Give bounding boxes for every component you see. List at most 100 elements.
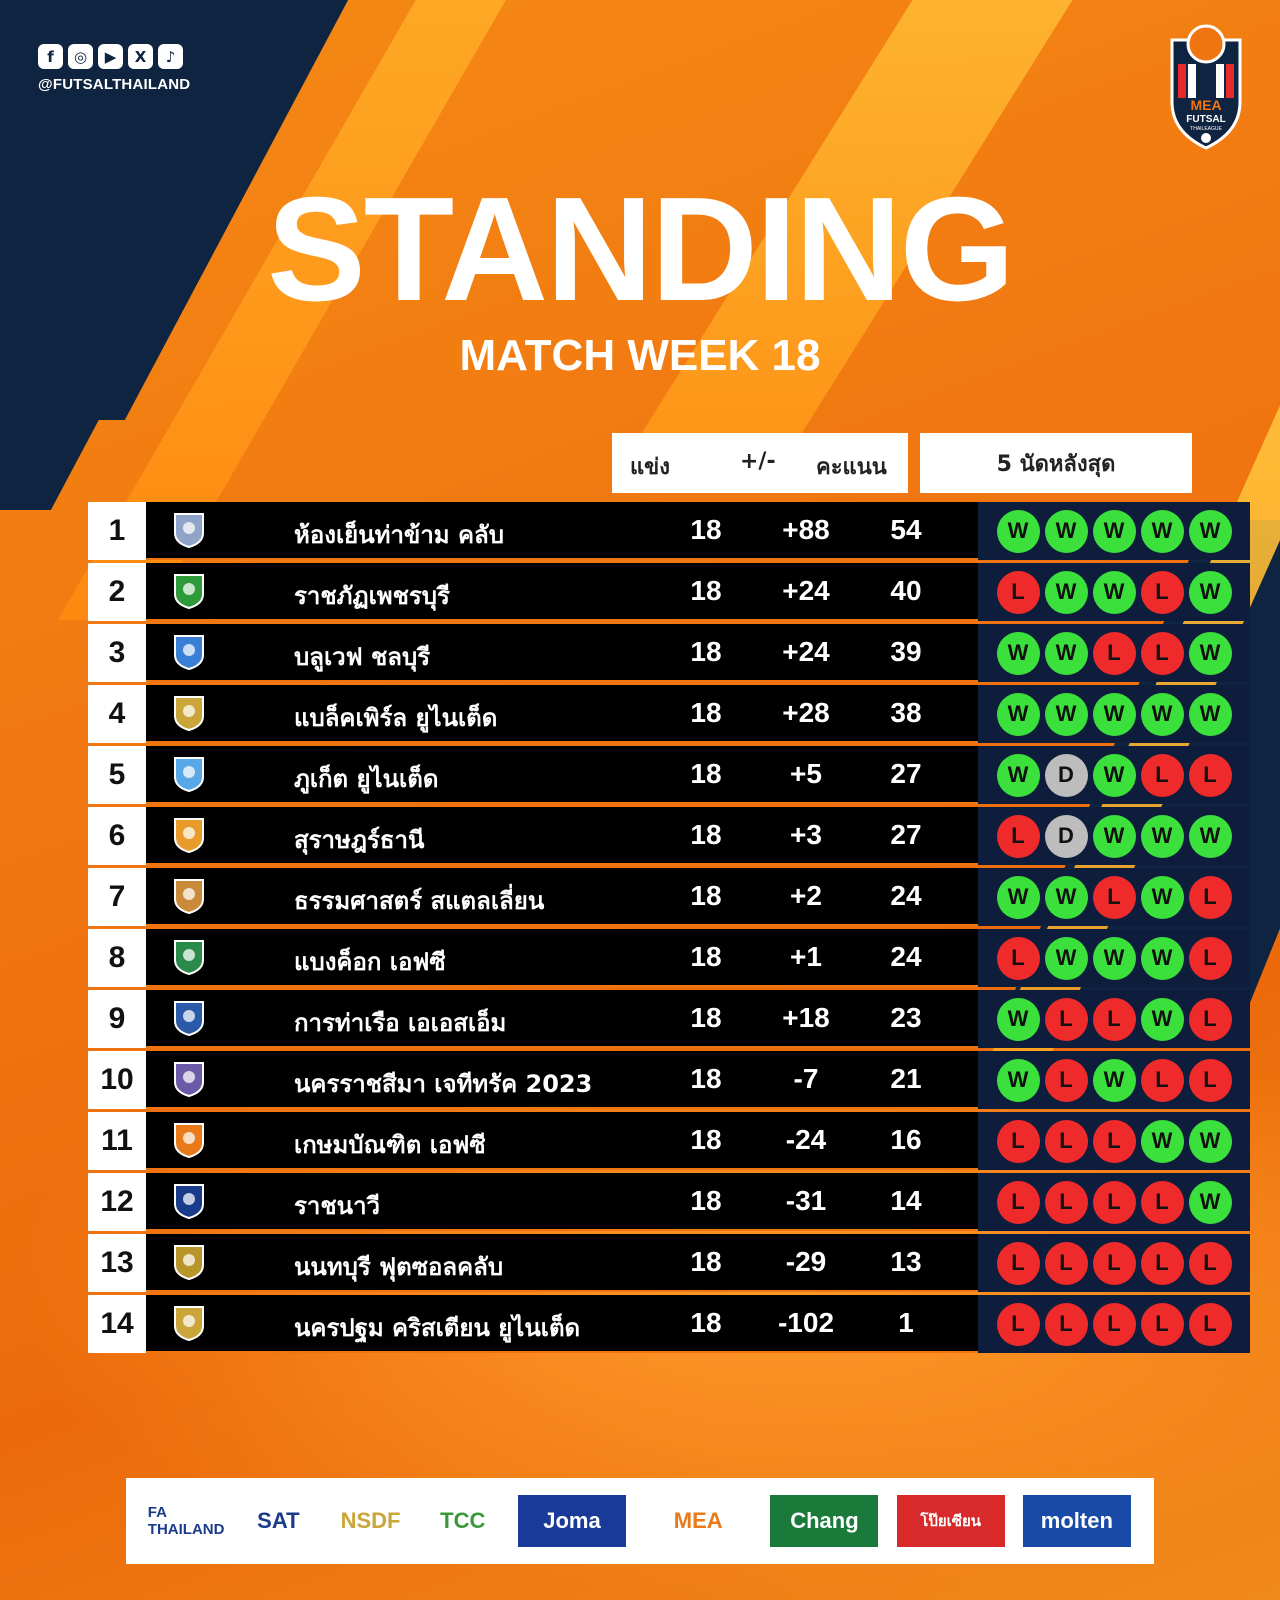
team-rank: 5 bbox=[88, 746, 146, 804]
team-name: นนทบุรี ฟุตซอลคลับ bbox=[294, 1253, 504, 1281]
team-played: 18 bbox=[690, 575, 722, 606]
team-name: ราชภัฏเพชรบุรี bbox=[294, 582, 450, 610]
form-result-badge: W bbox=[1188, 631, 1232, 675]
form-result-badge: W bbox=[1092, 509, 1136, 553]
instagram-icon[interactable]: ◎ bbox=[68, 44, 93, 69]
team-crest-icon bbox=[174, 513, 204, 549]
team-goal-difference: +2 bbox=[790, 880, 822, 911]
form-result-badge: W bbox=[1092, 570, 1136, 614]
team-goal-difference: +24 bbox=[782, 575, 830, 606]
team-rank: 14 bbox=[88, 1295, 146, 1353]
form-result-badge: L bbox=[996, 1241, 1040, 1285]
form-result-badge: D bbox=[1044, 814, 1088, 858]
team-points: 27 bbox=[890, 819, 922, 850]
form-result-badge: L bbox=[1092, 631, 1136, 675]
form-result-badge: L bbox=[1140, 570, 1184, 614]
tiktok-icon[interactable]: ♪ bbox=[158, 44, 183, 69]
form-result-badge: W bbox=[1188, 692, 1232, 736]
team-played: 18 bbox=[690, 819, 722, 850]
team-points: 24 bbox=[890, 880, 922, 911]
team-goal-difference: +88 bbox=[782, 514, 830, 545]
form-result-badge: L bbox=[996, 1302, 1040, 1346]
team-points: 54 bbox=[890, 514, 922, 545]
team-rank: 8 bbox=[88, 929, 146, 987]
form-result-badge: W bbox=[996, 509, 1040, 553]
league-logo: MEA FUTSAL THAILEAGUE bbox=[1170, 24, 1242, 150]
form-result-badge: W bbox=[1140, 814, 1184, 858]
team-crest-icon bbox=[174, 1001, 204, 1037]
team-goal-difference: -31 bbox=[785, 1185, 827, 1216]
team-played: 18 bbox=[690, 1063, 722, 1094]
form-result-badge: W bbox=[1092, 814, 1136, 858]
team-rank: 2 bbox=[88, 563, 146, 621]
team-points: 21 bbox=[890, 1063, 922, 1094]
team-name: การท่าเรือ เอเอสเอ็ม bbox=[294, 1009, 507, 1037]
form-result-badge: W bbox=[1140, 1119, 1184, 1163]
form-result-badge: L bbox=[1140, 1302, 1184, 1346]
form-result-badge: L bbox=[1188, 1241, 1232, 1285]
header-played: แข่ง bbox=[630, 455, 670, 480]
form-result-badge: L bbox=[996, 570, 1040, 614]
team-goal-difference: +5 bbox=[790, 758, 822, 789]
form-result-badge: W bbox=[1188, 814, 1232, 858]
team-played: 18 bbox=[690, 880, 722, 911]
team-crest-icon bbox=[174, 635, 204, 671]
header-form: 5 นัดหลังสุด bbox=[920, 433, 1192, 493]
team-crest-icon bbox=[174, 1123, 204, 1159]
team-crest-icon bbox=[174, 574, 204, 610]
form-result-badge: W bbox=[996, 997, 1040, 1041]
team-rank: 10 bbox=[88, 1051, 146, 1109]
molten-logo: molten bbox=[1022, 1495, 1131, 1547]
header-points: คะแนน bbox=[816, 455, 887, 480]
form-result-badge: W bbox=[1140, 509, 1184, 553]
facebook-icon[interactable]: f bbox=[38, 44, 63, 69]
team-points: 1 bbox=[898, 1307, 914, 1338]
youtube-icon[interactable]: ▶ bbox=[98, 44, 123, 69]
table-row: 14 นครปฐม คริสเตียน ยูไนเต็ด 18 -102 1 L… bbox=[88, 1295, 1250, 1353]
team-goal-difference: -24 bbox=[785, 1124, 827, 1155]
poysian-logo: โป๊ยเซียน bbox=[896, 1495, 1005, 1547]
team-rank: 6 bbox=[88, 807, 146, 865]
fa-thailand-logo: FA THAILAND bbox=[147, 1504, 225, 1538]
team-name: ธรรมศาสตร์ สแตลเลี่ยน bbox=[294, 887, 545, 915]
form-result-badge: L bbox=[1044, 1241, 1088, 1285]
team-played: 18 bbox=[690, 1246, 722, 1277]
form-result-badge: W bbox=[996, 692, 1040, 736]
team-points: 14 bbox=[890, 1185, 922, 1216]
form-result-badge: W bbox=[1188, 509, 1232, 553]
svg-text:MEA: MEA bbox=[1190, 97, 1221, 113]
form-result-badge: L bbox=[1188, 1302, 1232, 1346]
form-result-badge: L bbox=[1044, 1302, 1088, 1346]
form-result-badge: L bbox=[1188, 936, 1232, 980]
team-goal-difference: +18 bbox=[782, 1002, 830, 1033]
team-goal-difference: +1 bbox=[790, 941, 822, 972]
x-icon[interactable]: X bbox=[128, 44, 153, 69]
stats-header: แข่ง +/- คะแนน bbox=[612, 433, 908, 493]
team-name: บลูเวฟ ชลบุรี bbox=[294, 643, 431, 671]
header-gd: +/- bbox=[740, 449, 776, 474]
team-crest-icon bbox=[174, 696, 204, 732]
team-name: แบล็คเพิร์ล ยูไนเต็ด bbox=[294, 704, 498, 732]
team-played: 18 bbox=[690, 1002, 722, 1033]
team-played: 18 bbox=[690, 941, 722, 972]
form-result-badge: L bbox=[1044, 1058, 1088, 1102]
team-crest-icon bbox=[174, 879, 204, 915]
form-result-badge: W bbox=[1092, 692, 1136, 736]
